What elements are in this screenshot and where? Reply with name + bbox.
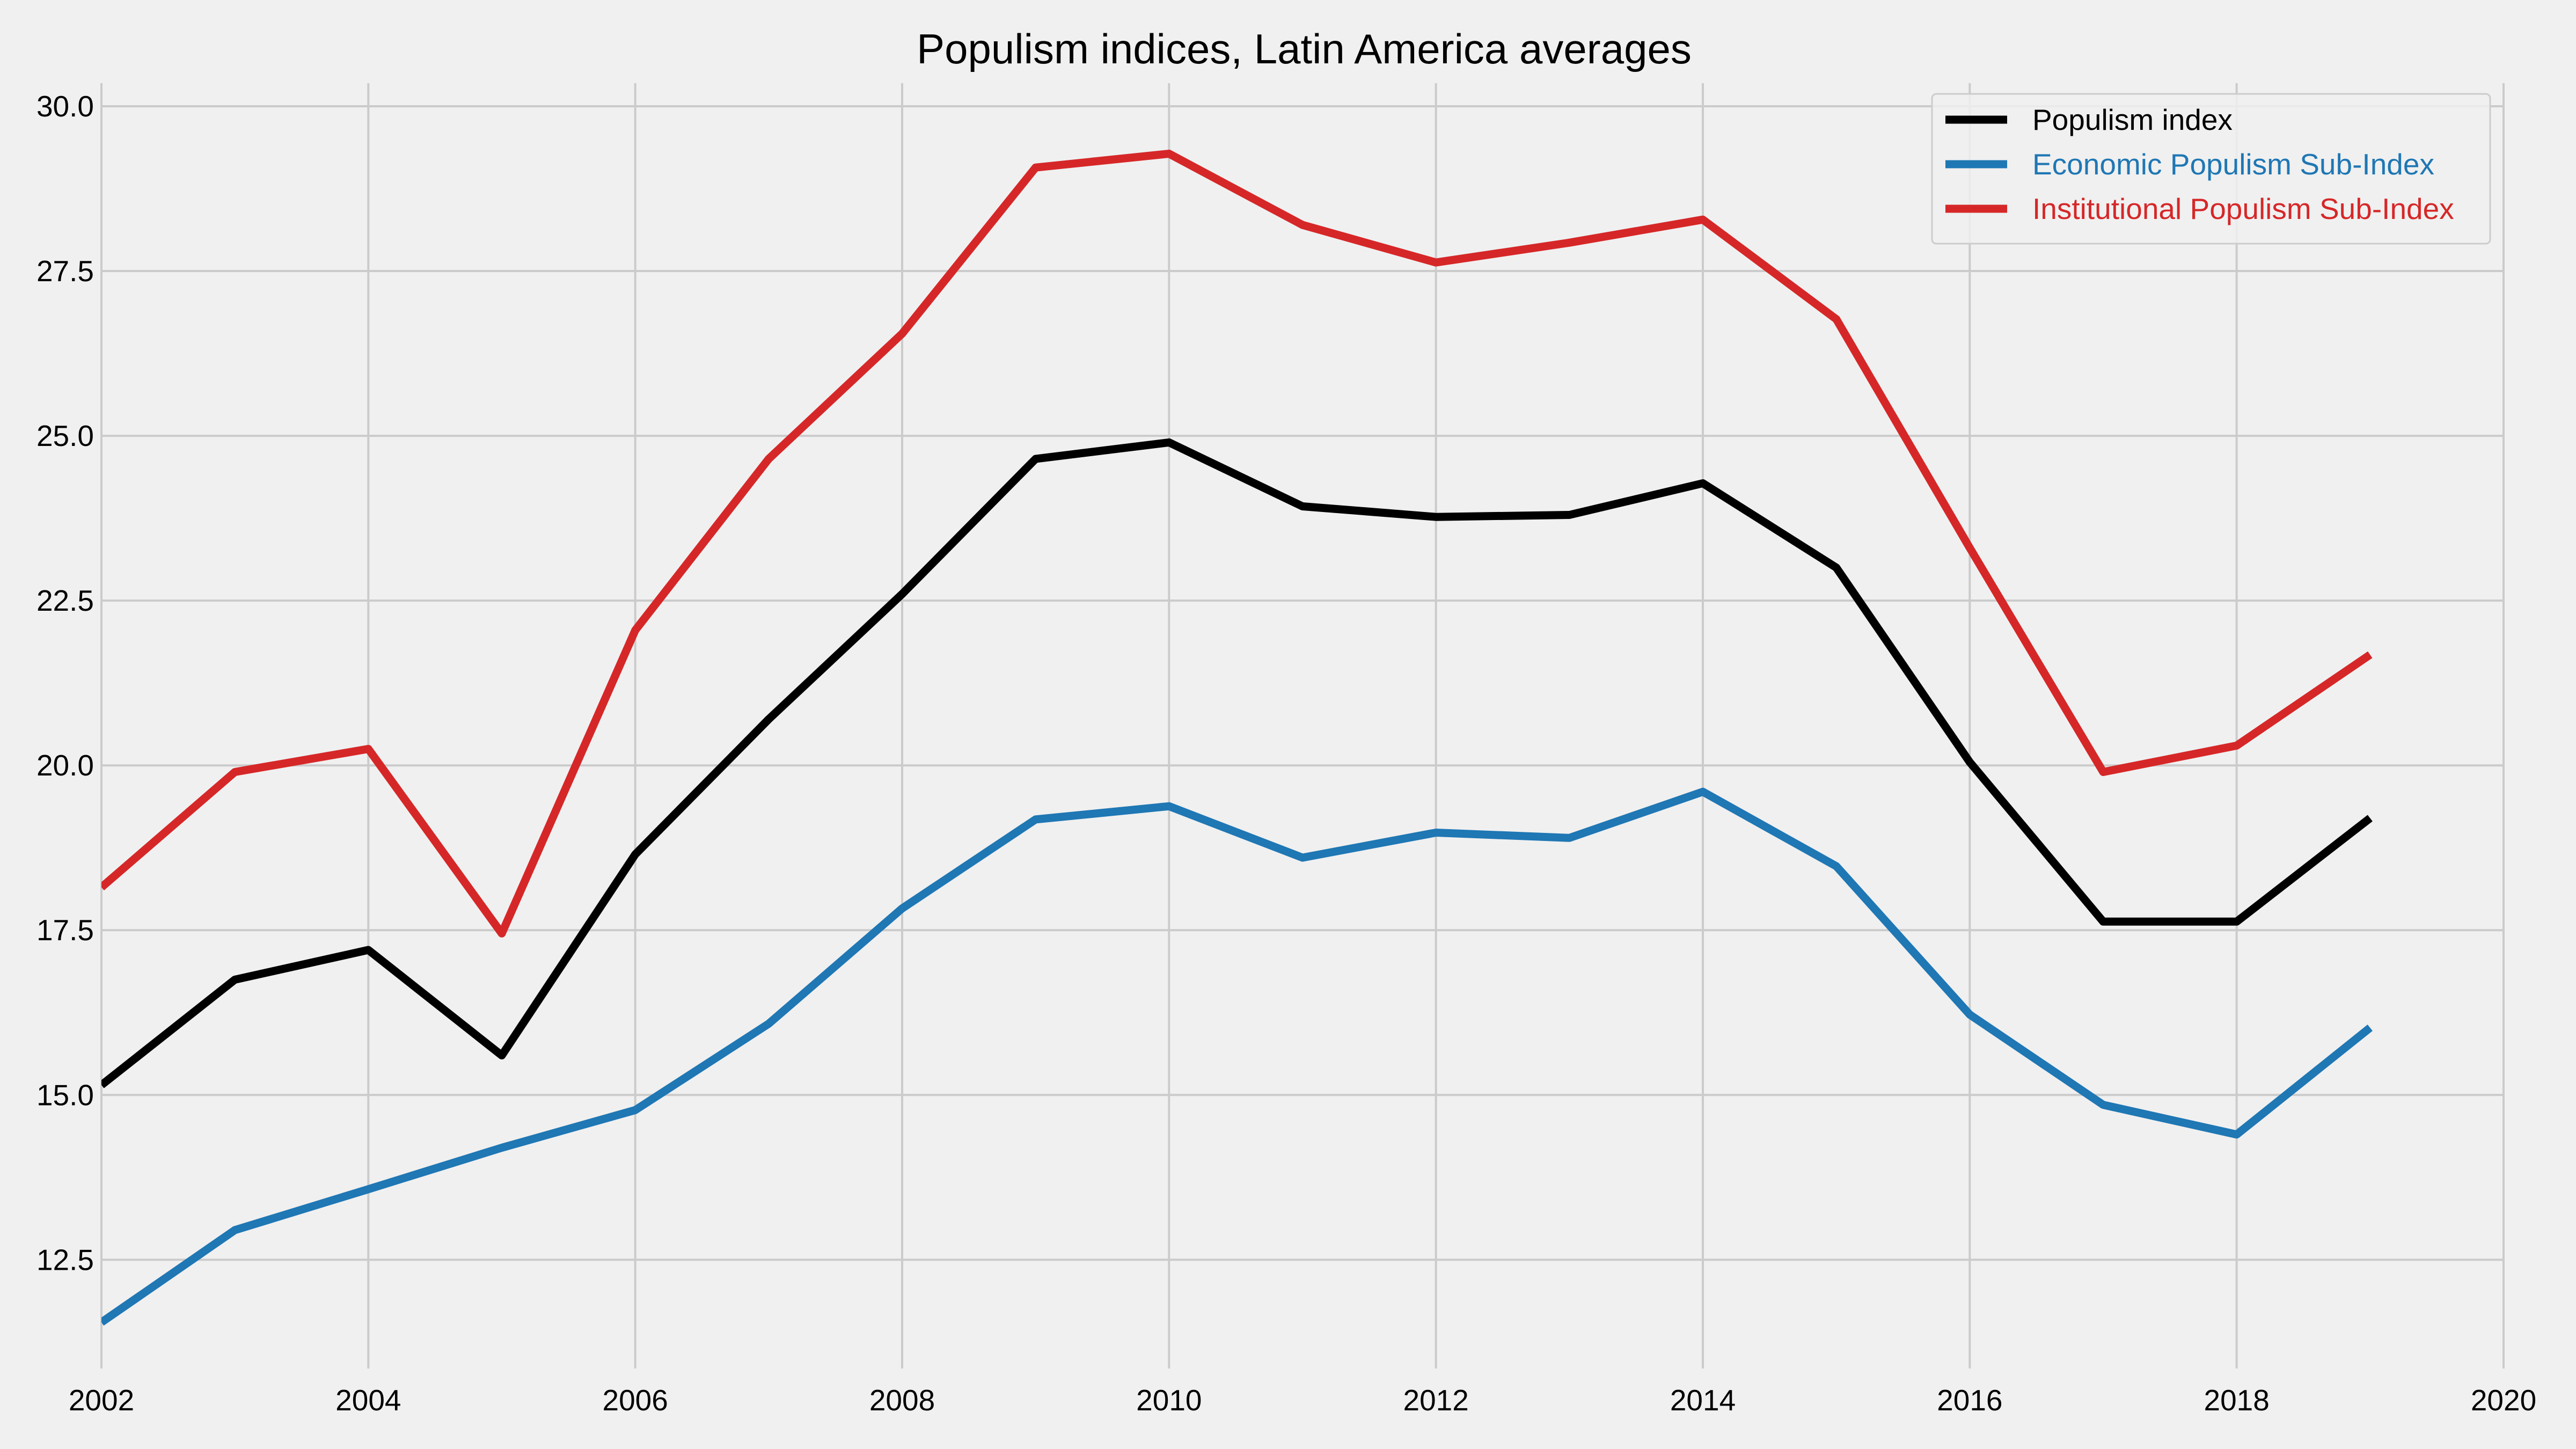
x-tick-label: 2012 [1403,1384,1468,1417]
x-tick-label: 2008 [869,1384,935,1417]
legend-box [1931,93,2491,245]
x-tick-label: 2018 [2204,1384,2269,1417]
y-tick-label: 12.5 [36,1243,94,1276]
y-tick-label: 27.5 [36,254,94,288]
tick-labels: 2002 2004 2006 2008 2010 2012 2014 2016 2018 2020… [36,90,2536,1417]
x-tick-label: 2020 [2471,1384,2536,1417]
x-tick-label: 2014 [1670,1384,1736,1417]
legend-label: Populism index [2032,103,2233,136]
y-tick-label: 30.0 [36,90,94,123]
x-tick-label: 2004 [335,1384,401,1417]
series-line-1 [101,438,2373,1088]
legend: Populism index Economic Populism Sub-Inde… [1931,93,2491,245]
y-tick-label: 17.5 [36,913,94,947]
y-tick-label: 22.5 [36,584,94,617]
x-tick-label: 2010 [1136,1384,1202,1417]
x-tick-label: 2006 [602,1384,668,1417]
x-tick-label: 2016 [1937,1384,2002,1417]
legend-label: Institutional Populism Sub-Index [2032,192,2454,225]
chart-title: Populism indices, Latin America averages [917,25,1692,72]
grid [100,83,2505,1368]
legend-label: Economic Populism Sub-Index [2032,148,2434,181]
y-tick-label: 15.0 [36,1078,94,1111]
series-lines [101,149,2373,1326]
y-tick-label: 20.0 [36,749,94,782]
series-line-3 [101,149,2373,938]
y-tick-label: 25.0 [36,419,94,452]
x-tick-label: 2002 [69,1384,134,1417]
series-line-2 [101,787,2373,1326]
